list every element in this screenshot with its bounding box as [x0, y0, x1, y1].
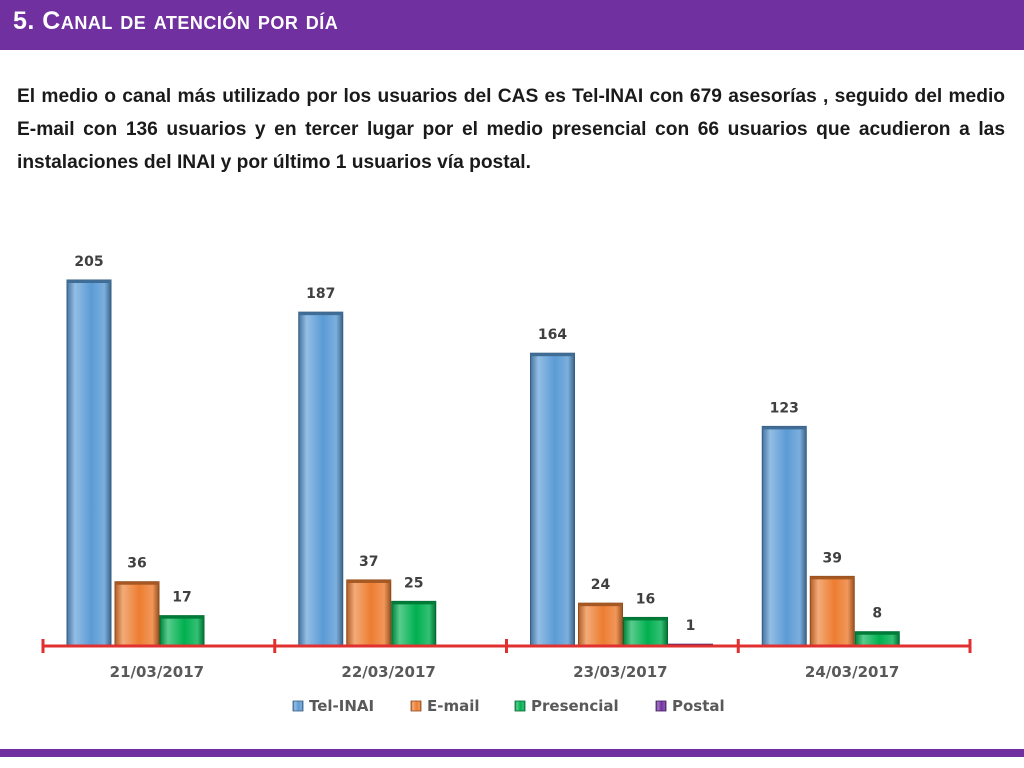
legend-swatch: [655, 700, 667, 712]
bar-tel-inai-3: [530, 352, 575, 647]
data-label: 39: [823, 550, 842, 566]
chart-bars: [66, 279, 900, 648]
bar-cap: [160, 615, 204, 619]
legend-swatch: [292, 700, 304, 712]
bar-tel-inai-1: [66, 279, 112, 647]
slide-title: 5. Canal de atención por día: [13, 7, 339, 35]
data-label: 25: [404, 575, 423, 591]
legend-label: E-mail: [427, 697, 480, 715]
bar-tel-inai-4: [761, 425, 807, 647]
legend-label: Tel-INAI: [309, 697, 374, 715]
legend-label: Postal: [672, 697, 725, 715]
bar-cap: [810, 576, 855, 580]
legend-label: Presencial: [531, 697, 619, 715]
data-label: 1: [686, 618, 696, 634]
bar-presencial-3: [623, 616, 668, 647]
data-label: 24: [591, 577, 611, 593]
data-label: 16: [636, 591, 655, 607]
bar-e-mail-3: [578, 602, 623, 647]
data-label: 36: [127, 556, 146, 572]
bar-cap: [762, 426, 807, 430]
data-label: 187: [306, 286, 335, 302]
data-label: 164: [538, 327, 567, 343]
data-label: 205: [74, 254, 103, 270]
data-label: 37: [359, 554, 378, 570]
category-label: 22/03/2017: [341, 663, 435, 681]
bar-e-mail-1: [114, 581, 160, 647]
chart-legend: Tel-INAI E-mail Presencial Postal: [292, 697, 725, 715]
legend-swatch: [514, 700, 526, 712]
legend-swatch: [410, 700, 422, 712]
chart-data-labels: 205 36 17 187 37 25 164 24 16 1 123 39 8: [74, 254, 882, 634]
bar-cap: [623, 617, 668, 621]
category-label: 24/03/2017: [805, 663, 899, 681]
data-label: 8: [872, 606, 882, 622]
bar-presencial-1: [159, 615, 205, 647]
chart-category-labels: 21/03/2017 22/03/2017 23/03/2017 24/03/2017: [110, 663, 900, 681]
category-label: 21/03/2017: [110, 663, 204, 681]
category-label: 23/03/2017: [573, 663, 667, 681]
bar-e-mail-4: [809, 575, 855, 647]
title-bar: 5. Canal de atención por día: [0, 0, 1024, 50]
slide-body-text: El medio o canal más utilizado por los u…: [17, 86, 1005, 173]
chart-axis: [41, 639, 972, 653]
bar-cap: [578, 603, 623, 607]
bar-cap: [298, 312, 343, 316]
bar-cap: [115, 581, 159, 585]
bar-cap: [346, 579, 391, 583]
bar-presencial-2: [391, 600, 437, 647]
bar-cap: [391, 601, 436, 605]
data-label: 17: [172, 590, 191, 606]
data-label: 123: [770, 400, 799, 416]
bar-tel-inai-2: [298, 311, 344, 647]
bar-cap: [855, 631, 900, 635]
bar-cap: [67, 280, 111, 283]
bottom-bar: [0, 749, 1024, 757]
bar-cap: [530, 353, 575, 357]
bar-e-mail-2: [346, 579, 392, 647]
